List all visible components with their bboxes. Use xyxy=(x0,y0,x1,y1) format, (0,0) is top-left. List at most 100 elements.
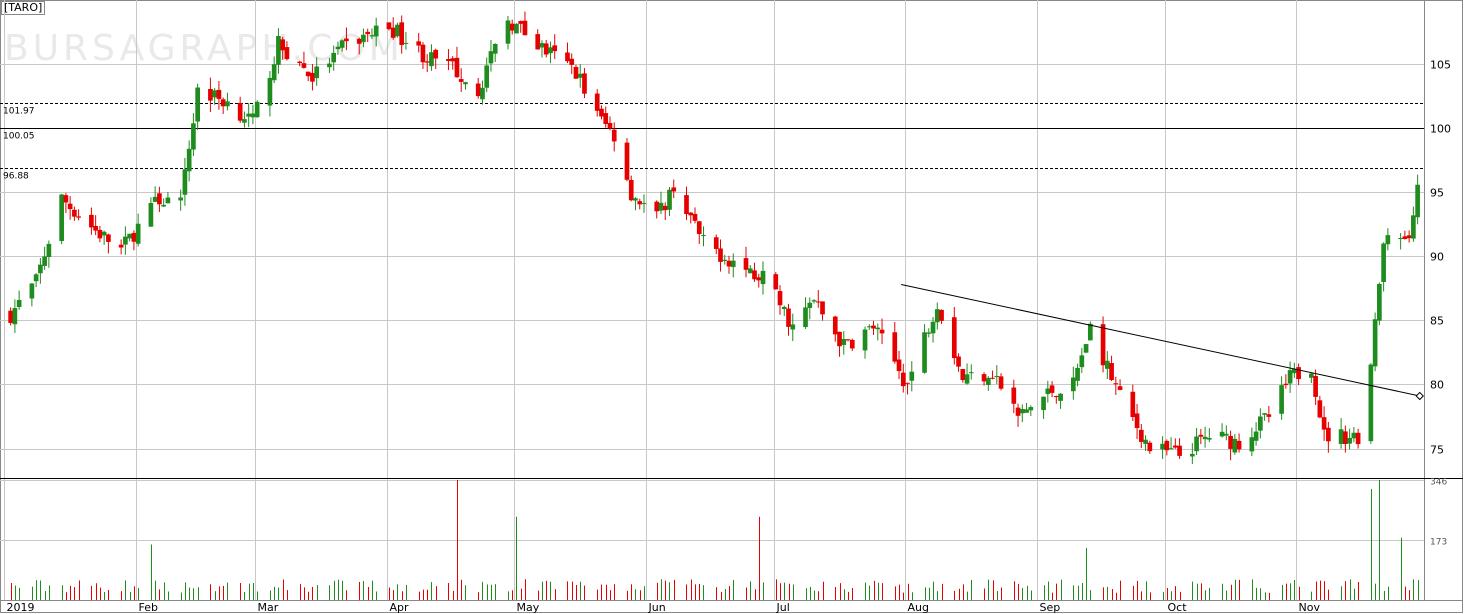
candle-body xyxy=(641,203,647,205)
candle-body xyxy=(1283,383,1289,386)
month-label: Feb xyxy=(139,601,158,614)
trendline-end-marker xyxy=(1415,391,1424,401)
candle-body xyxy=(658,202,664,211)
candle-body xyxy=(569,58,575,65)
candle-body xyxy=(684,195,689,215)
candle-body xyxy=(458,79,464,82)
candle-body xyxy=(335,46,341,50)
candle-body xyxy=(225,101,230,107)
candle-body xyxy=(161,204,166,207)
candles xyxy=(8,11,1420,465)
candle-body xyxy=(250,113,256,118)
candle-body xyxy=(1053,395,1059,398)
candle-body xyxy=(1206,437,1212,440)
candle-body xyxy=(922,332,927,373)
candle-body xyxy=(633,198,638,201)
candle-body xyxy=(433,49,439,59)
level-label: 96.88 xyxy=(3,172,29,182)
candle-body xyxy=(157,193,162,205)
candle-body xyxy=(1117,386,1123,390)
candle-body xyxy=(1385,235,1391,245)
candle-body xyxy=(1109,363,1114,380)
month-label: 2019 xyxy=(7,601,35,614)
candle-body xyxy=(242,119,247,123)
volume-tick-label: 173 xyxy=(1430,538,1447,548)
candle-body xyxy=(871,325,876,329)
candle-body xyxy=(16,299,22,307)
candle-body xyxy=(688,212,694,216)
candle-body xyxy=(866,326,872,328)
candle-body xyxy=(267,77,273,106)
candle-body xyxy=(667,189,672,210)
candle-body xyxy=(654,201,660,212)
candle-body xyxy=(594,93,600,111)
candle-body xyxy=(123,236,128,245)
candle-body xyxy=(718,248,723,262)
candle-body xyxy=(1406,235,1412,239)
candle-body xyxy=(165,197,171,204)
candle-body xyxy=(1202,436,1208,440)
candle-body xyxy=(1028,407,1034,411)
candle-body xyxy=(1402,236,1408,239)
candle-body xyxy=(565,52,570,62)
candle-body xyxy=(1372,319,1378,367)
candle-body xyxy=(390,27,396,38)
candle-body xyxy=(361,34,366,43)
candle-body xyxy=(773,274,779,290)
candle-body xyxy=(365,31,371,35)
candle-body xyxy=(399,22,405,45)
candle-body xyxy=(42,256,47,266)
candle-body xyxy=(1415,184,1420,218)
candle-body xyxy=(1236,440,1242,450)
candle-body xyxy=(1398,238,1403,240)
candle-body xyxy=(1100,324,1106,366)
candle-body xyxy=(314,66,320,79)
candle-body xyxy=(862,329,868,351)
candle-body xyxy=(284,47,290,60)
candle-body xyxy=(395,24,400,37)
candle-body xyxy=(1266,414,1272,417)
candle-body xyxy=(849,339,855,349)
candle-body xyxy=(208,88,213,101)
candle-body xyxy=(59,194,64,242)
candle-body xyxy=(195,87,200,122)
candle-body xyxy=(994,375,1000,377)
candle-body xyxy=(1343,431,1348,445)
month-label: Oct xyxy=(1168,601,1188,614)
candle-body xyxy=(327,63,332,68)
candle-body xyxy=(905,382,910,384)
price-tick-label: 90 xyxy=(1430,251,1444,264)
candle-body xyxy=(726,260,732,267)
candle-body xyxy=(1309,373,1314,378)
candle-body xyxy=(1198,434,1204,437)
candle-body xyxy=(454,57,460,78)
candle-body xyxy=(832,316,838,335)
candle-body xyxy=(463,82,468,85)
candle-body xyxy=(756,277,762,281)
candle-body xyxy=(1041,396,1046,411)
month-label: Sep xyxy=(1040,601,1061,614)
price-tick-label: 85 xyxy=(1430,315,1444,328)
candle-body xyxy=(339,40,345,48)
candle-body xyxy=(63,195,69,203)
candle-body xyxy=(33,274,39,282)
candle-body xyxy=(603,113,609,125)
candle-body xyxy=(271,64,277,81)
candle-body xyxy=(1296,367,1301,380)
candle-body xyxy=(926,332,932,334)
level-label: 100.05 xyxy=(3,132,35,142)
candle-body xyxy=(1292,368,1297,374)
candle-body xyxy=(671,187,677,192)
candle-body xyxy=(1049,385,1055,393)
candle-body xyxy=(29,283,35,299)
candle-body xyxy=(446,59,451,62)
candle-body xyxy=(480,87,485,100)
candle-body xyxy=(573,66,579,79)
candle-body xyxy=(815,301,821,303)
price-tick-label: 80 xyxy=(1430,379,1444,392)
candle-body xyxy=(522,20,528,36)
candle-body xyxy=(1355,432,1361,445)
candle-body xyxy=(76,216,81,218)
candle-body xyxy=(1313,376,1318,397)
price-tick-label: 95 xyxy=(1430,187,1444,200)
